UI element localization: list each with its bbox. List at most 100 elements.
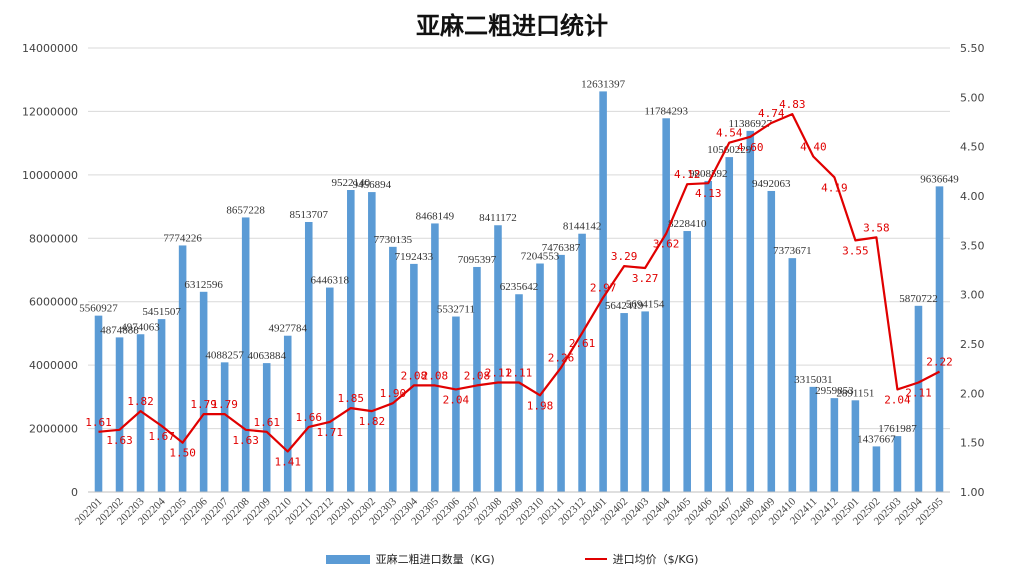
bar-data-label: 8144142 [563, 221, 602, 233]
right-axis-tick-label: 5.50 [960, 42, 985, 55]
bar [620, 313, 628, 492]
price-data-label: 2.08 [422, 369, 449, 382]
price-data-label: 1.63 [106, 434, 133, 447]
bar [641, 311, 649, 492]
bar-data-label: 5560927 [79, 303, 118, 315]
price-data-label: 3.27 [632, 272, 659, 285]
bar-data-label: 4874888 [100, 324, 139, 336]
bar-data-label: 10560229 [707, 144, 752, 156]
price-data-label: 1.61 [253, 416, 280, 429]
price-data-label: 4.60 [737, 141, 764, 154]
bar [241, 217, 250, 492]
price-data-label: 1.82 [359, 415, 386, 428]
price-data-label: 2.22 [926, 356, 953, 369]
chart-plot: 0 2000000 4000000 6000000 8000000 10000000 120… [22, 42, 985, 527]
price-data-label: 1.82 [127, 395, 154, 408]
bar [431, 223, 439, 492]
price-data-label: 2.04 [884, 393, 911, 406]
bar-data-label: 8228410 [668, 218, 707, 230]
bar-data-label: 4974063 [121, 321, 160, 333]
price-data-label: 2.11 [506, 366, 533, 379]
bar [115, 337, 124, 492]
bar-data-label: 4063884 [247, 350, 286, 362]
legend-label-quantity: 亚麻二粗进口数量（KG) [375, 553, 495, 566]
legend-bar-swatch-icon [325, 554, 370, 564]
bar [662, 118, 670, 492]
bar [746, 130, 755, 492]
right-axis-tick-label: 3.00 [960, 289, 985, 302]
right-axis-tick-label: 1.00 [960, 486, 985, 499]
bar [368, 192, 376, 492]
bar [599, 91, 607, 492]
price-data-label: 3.29 [611, 250, 638, 263]
price-data-label: 1.98 [527, 399, 554, 412]
price-data-label: 1.63 [232, 434, 259, 447]
bar [935, 186, 944, 492]
bar-data-label: 7204553 [521, 251, 560, 263]
bar-data-label: 7192433 [395, 251, 434, 263]
price-data-label: 1.79 [211, 398, 238, 411]
right-axis-tick-label: 4.50 [960, 141, 985, 154]
price-data-label: 4.12 [674, 168, 701, 181]
bar-data-label: 7095397 [458, 254, 497, 266]
bar [94, 315, 103, 492]
bar-data-label: 5642419 [605, 300, 644, 312]
bar [136, 334, 145, 492]
right-axis-tick-label: 2.00 [960, 387, 985, 400]
bar-data-label: 2959853 [815, 385, 854, 397]
bar-data-label: 8468149 [416, 210, 455, 222]
left-axis-tick-label: 12000000 [22, 105, 78, 118]
bar [872, 446, 881, 492]
left-axis-tick-label: 14000000 [22, 42, 78, 55]
price-data-label: 4.54 [716, 127, 743, 140]
bar [220, 362, 229, 492]
bar [914, 305, 923, 492]
bar [683, 231, 691, 492]
bar-data-label: 5532711 [437, 304, 475, 316]
left-axis-tick-label: 4000000 [29, 359, 78, 372]
price-data-label: 1.50 [169, 447, 196, 460]
bar-data-label: 5451507 [142, 306, 181, 318]
bar-data-label: 9636649 [920, 173, 959, 185]
price-data-label: 3.62 [653, 237, 680, 250]
bar-data-label: 4927784 [268, 323, 307, 335]
price-data-label: 2.11 [485, 366, 512, 379]
price-data-label: 1.71 [317, 426, 344, 439]
bar [199, 291, 208, 492]
bar-data-label: 4088257 [205, 349, 244, 361]
chart-legend: 亚麻二粗进口数量（KG) 进口均价（$/KG) [0, 551, 1024, 567]
right-axis-tick-label: 5.00 [960, 91, 985, 104]
price-data-label: 3.58 [863, 221, 890, 234]
bar-data-label: 9808592 [689, 168, 728, 180]
bar-data-label: 6312596 [184, 279, 223, 291]
bar [283, 335, 292, 492]
legend-item-quantity: 亚麻二粗进口数量（KG) [325, 551, 495, 567]
bar-data-label: 1437667 [857, 433, 896, 445]
bar-data-label: 1761987 [878, 423, 917, 435]
bar-data-label: 2891151 [836, 387, 874, 399]
left-axis-tick-label: 8000000 [29, 232, 78, 245]
bar-data-label: 5694154 [626, 298, 665, 310]
bar [494, 225, 502, 493]
price-data-label: 2.61 [569, 337, 596, 350]
bar-data-label: 3315031 [794, 374, 833, 386]
legend-item-price: 进口均价（$/KG) [584, 551, 698, 567]
right-axis-tick-label: 3.50 [960, 239, 985, 252]
left-axis-tick-label: 2000000 [29, 423, 78, 436]
bar [809, 386, 818, 492]
left-axis-tick-label: 6000000 [29, 296, 78, 309]
bar-data-label: 11784293 [644, 105, 688, 117]
price-data-label: 4.40 [800, 141, 827, 154]
price-data-label: 3.55 [842, 244, 869, 257]
bar-data-label: 7373671 [773, 245, 812, 257]
bar [557, 254, 565, 492]
price-data-label: 2.04 [443, 393, 470, 406]
bar [851, 400, 860, 492]
left-axis-tick-label: 10000000 [22, 169, 78, 182]
bar [725, 157, 734, 492]
bar [157, 319, 166, 492]
bar [452, 316, 460, 492]
price-data-label: 4.13 [695, 187, 722, 200]
price-data-label: 2.97 [590, 282, 617, 295]
bar [304, 221, 313, 492]
